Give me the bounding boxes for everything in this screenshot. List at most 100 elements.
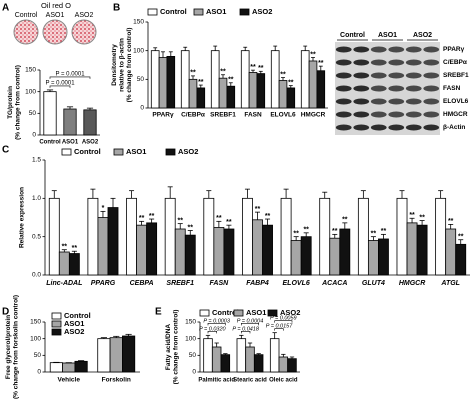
- significance: **: [216, 215, 222, 222]
- significance: **: [220, 69, 226, 76]
- bar: [357, 197, 369, 276]
- bar: [174, 228, 186, 276]
- y-tick-label: 100: [185, 335, 196, 342]
- blot-band: [353, 72, 370, 79]
- blot-band: [370, 72, 387, 79]
- legend-label: ASO2: [252, 7, 272, 16]
- bar: [223, 228, 235, 276]
- blot-band: [335, 72, 352, 79]
- bar: [316, 70, 326, 109]
- x-tick-label: ASO1: [62, 140, 79, 146]
- y-tick-label: 0: [32, 132, 36, 139]
- bar: [196, 87, 206, 109]
- blot-band: [335, 111, 352, 118]
- p-bracket: [241, 331, 251, 334]
- bar: [48, 197, 60, 276]
- y-tick-label: 100: [25, 88, 36, 95]
- bar: [248, 72, 258, 109]
- panel-letter: A: [2, 3, 9, 14]
- significance: **: [149, 213, 155, 220]
- y-tick-label: 50: [29, 110, 37, 117]
- bar: [278, 80, 288, 109]
- significance: **: [342, 217, 348, 224]
- bar: [416, 224, 428, 276]
- bar: [286, 87, 296, 109]
- p-bracket: [274, 328, 284, 331]
- x-tick-label: Linc-ADAL: [46, 280, 82, 287]
- bar: [87, 197, 99, 276]
- bar: [256, 73, 266, 109]
- y-axis-label: Free glycerol/protein: [5, 315, 12, 379]
- legend-label: Control: [160, 7, 187, 16]
- bar: [211, 346, 222, 373]
- y-tick-label: 50: [189, 352, 197, 359]
- y-axis-label: (% change from forskolin control): [12, 295, 19, 399]
- significance: **: [255, 206, 261, 213]
- blot-band: [335, 85, 352, 92]
- panel-letter: B: [113, 3, 120, 14]
- x-tick-label: Palmitic acid: [198, 378, 235, 384]
- significance: **: [288, 79, 294, 86]
- blot-column-label: Control: [340, 32, 365, 39]
- blot-band: [335, 124, 352, 131]
- bar: [455, 243, 467, 276]
- bar: [213, 227, 225, 276]
- y-tick-label: 150: [133, 19, 144, 26]
- bar: [339, 228, 351, 276]
- legend-swatch: [165, 148, 176, 156]
- p-value: P = 0.0157: [266, 324, 293, 330]
- bar: [270, 50, 280, 109]
- blot-row-label: SREBF1: [443, 72, 469, 79]
- legend-label: ASO1: [206, 7, 226, 16]
- significance: **: [258, 65, 264, 72]
- p-bracket: [49, 85, 71, 88]
- legend-label: ASO1: [126, 147, 146, 156]
- significance: **: [448, 218, 454, 225]
- x-tick-label: PPARγ: [152, 112, 174, 119]
- x-tick-label: ATGL: [440, 280, 460, 287]
- blot-band: [423, 85, 440, 92]
- x-tick-label: ELOVL6: [270, 112, 296, 119]
- p-bracket: [207, 323, 226, 326]
- significance: **: [293, 231, 299, 238]
- significance: **: [188, 224, 194, 231]
- bar: [126, 197, 137, 276]
- blot-row-label: C/EBPα: [443, 59, 467, 66]
- y-axis-label: relative to β-actin: [119, 38, 126, 92]
- y-tick-label: 0.0: [32, 272, 41, 279]
- image-label: ASO1: [46, 12, 65, 19]
- blot-band: [370, 111, 387, 118]
- blot-row-label: PPARγ: [443, 46, 465, 53]
- bar: [445, 228, 457, 276]
- x-tick-label: Stearic acid: [233, 378, 267, 384]
- bar: [83, 109, 97, 136]
- bar: [164, 197, 176, 276]
- blot-band: [388, 59, 405, 66]
- bar: [367, 240, 379, 276]
- blot-band: [335, 98, 352, 105]
- dish: [71, 19, 97, 45]
- legend-label: Control: [212, 308, 239, 317]
- p-value: P = 0.0320: [199, 326, 226, 332]
- dish: [42, 19, 68, 45]
- x-tick-label: FABP4: [246, 280, 269, 287]
- significance: **: [228, 77, 234, 84]
- significance: **: [318, 60, 324, 67]
- significance: **: [198, 79, 204, 86]
- legend-label: Control: [64, 311, 91, 320]
- y-axis-label: (% change from control): [126, 28, 133, 103]
- significance: *: [102, 205, 105, 212]
- blot-band: [423, 72, 440, 79]
- y-axis-label: Densitometry: [111, 44, 118, 86]
- blot-band: [423, 124, 440, 131]
- significance: **: [139, 215, 145, 222]
- p-bracket: [49, 76, 91, 79]
- y-tick-label: 50: [137, 76, 145, 83]
- y-tick-label: 150: [30, 319, 41, 326]
- image-label: ASO2: [75, 12, 94, 19]
- bar: [136, 224, 148, 276]
- bar: [43, 91, 57, 136]
- blot-band: [423, 111, 440, 118]
- x-tick-label: GLUT4: [362, 280, 385, 287]
- blot-band: [405, 111, 422, 118]
